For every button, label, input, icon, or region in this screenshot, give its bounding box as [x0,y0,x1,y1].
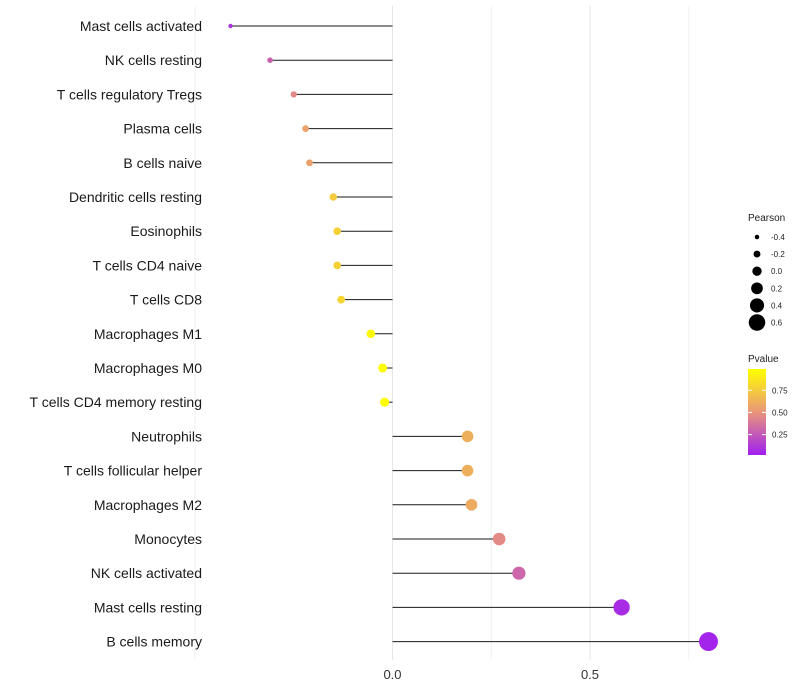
color-legend-label: 0.50 [772,408,788,417]
lollipop-point [329,193,338,201]
color-legend-title: Pvalue [748,354,779,365]
category-label: Macrophages M0 [94,360,202,376]
category-label: Mast cells activated [80,18,202,34]
lollipop-point [337,295,346,304]
category-label: Monocytes [134,531,202,547]
category-label: NK cells activated [91,565,202,581]
size-legend-label: 0.6 [771,319,783,328]
category-label: NK cells resting [105,52,202,68]
lollipop-point [333,227,342,236]
size-legend-label: 0.4 [771,301,783,310]
size-legend-key [749,298,765,313]
lollipop-point [461,464,474,477]
x-axis: 0.0 0.5 [383,667,599,682]
lollipop-point [333,261,342,270]
x-tick-label: 0.0 [383,667,401,682]
category-label: Neutrophils [131,428,202,444]
lollipop-point [267,57,273,63]
lollipop-point [492,532,506,546]
lollipop-point [378,363,388,373]
category-label: B cells naive [123,155,202,171]
lollipop-point [699,632,718,652]
chart-marks: Mast cells activated NK cells resting T ce… [30,18,718,652]
size-legend-key [754,234,760,240]
size-legend-title: Pearson [748,213,785,224]
lollipop-point [290,91,297,98]
lollipop-point [380,397,390,407]
category-label: B cells memory [106,634,202,650]
color-legend-bar [748,369,766,455]
category-label: T cells regulatory Tregs [57,86,202,102]
category-label: Dendritic cells resting [69,189,202,205]
size-legend-label: -0.4 [771,233,785,242]
size-legend-key [753,250,761,258]
size-legend-key [752,266,762,276]
lollipop-point [512,566,526,580]
category-label: T cells CD8 [130,292,202,308]
size-legend-label: -0.2 [771,250,785,259]
legend: Pearson -0.4 -0.2 0.0 0.2 0.4 0.6 Pvalue 0.75 0.5… [748,213,788,455]
size-legend-label: 0.2 [771,284,783,293]
category-label: Mast cells resting [94,599,202,615]
size-legend-key [751,282,763,295]
lollipop-point [461,430,474,443]
lollipop-point [302,125,309,132]
lollipop-point [228,23,233,29]
lollipop-point [306,159,313,167]
lollipop-point [613,599,630,616]
color-legend-label: 0.75 [772,386,788,395]
lollipop-point [465,498,478,511]
lollipop-point [366,329,376,339]
category-label: Eosinophils [130,223,202,239]
size-legend-label: 0.0 [771,267,783,276]
size-legend-key [748,314,766,331]
x-tick-label: 0.5 [581,667,599,682]
category-label: Macrophages M2 [94,497,202,513]
category-label: T cells CD4 naive [93,257,203,273]
color-legend-label: 0.25 [772,431,788,440]
category-label: Macrophages M1 [94,326,202,342]
category-label: Plasma cells [123,121,202,137]
category-label: T cells follicular helper [64,463,203,479]
category-label: T cells CD4 memory resting [30,394,202,410]
grid-lines [194,6,690,660]
